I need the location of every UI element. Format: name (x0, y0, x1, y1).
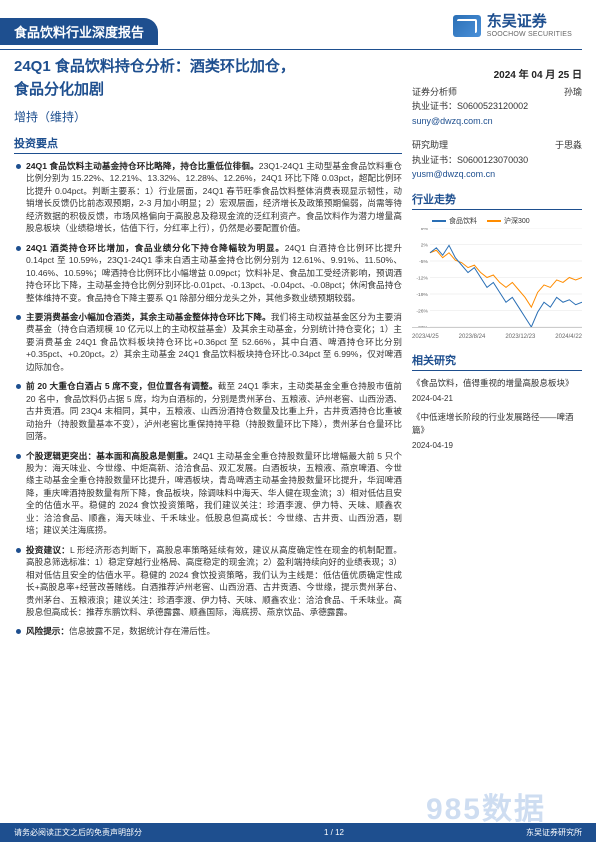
chart-x-label: 2024/4/22 (555, 334, 582, 340)
related-date: 2024-04-21 (412, 394, 582, 403)
header-divider (0, 49, 582, 50)
report-title-line2: 食品分化加剧 (14, 79, 402, 100)
point-lead: 前 20 大重仓白酒占 5 席不变，但位置各有调整。 (26, 381, 218, 391)
analyst-cert-label: 执业证书： (412, 101, 457, 111)
assistant-name: 于思淼 (555, 138, 582, 152)
report-date: 2024 年 04 月 25 日 (412, 66, 582, 81)
brand-name-cn: 东吴证券 (487, 14, 572, 31)
brand-logo: 东吴证券 SOOCHOW SECURITIES (453, 14, 572, 38)
svg-text:-5%: -5% (419, 259, 428, 265)
investment-point: 24Q1 酒类持仓环比增加，食品业绩分化下持仓降幅较为明显。24Q1 白酒持仓比… (14, 242, 402, 304)
chart-x-label: 2023/12/23 (505, 334, 535, 340)
investment-point: 个股逻辑更突出：基本面和高股息是侧重。24Q1 主动基金全重仓持股数量环比增幅最… (14, 450, 402, 537)
legend-label-b: 沪深300 (504, 216, 530, 226)
legend-label-a: 食品饮料 (449, 216, 477, 226)
investment-point: 前 20 大重仓白酒占 5 席不变，但位置各有调整。截至 24Q1 季末，主动类… (14, 380, 402, 442)
report-title-line1: 24Q1 食品饮料持仓分析：酒类环比加仓， (14, 56, 402, 77)
brand-name-en: SOOCHOW SECURITIES (487, 31, 572, 39)
analyst-block: 证券分析师 孙瑜 执业证书：S0600523120002 suny@dwzq.c… (412, 85, 582, 128)
trend-heading: 行业走势 (412, 191, 582, 210)
risk-item: 风险提示：信息披露不足，数据统计存在滞后性。 (14, 625, 402, 637)
svg-text:-33%: -33% (416, 325, 428, 327)
svg-text:2%: 2% (421, 243, 429, 249)
investment-point: 投资建议：L 形经济形态判断下，高股息率策略延续有效，建议从高度确定性在现金的机… (14, 544, 402, 619)
investment-points-list: 24Q1 食品饮料主动基金持仓环比略降，持仓比重低位徘徊。23Q1-24Q1 主… (14, 160, 402, 618)
chart-x-label: 2023/4/25 (412, 334, 439, 340)
investment-point: 主要消费基金小幅加仓酒类，其余主动基金整体持仓环比下降。我们将主动权益基金区分为… (14, 311, 402, 373)
svg-text:-26%: -26% (416, 309, 428, 315)
point-body: L 形经济形态判断下，高股息率策略延续有效，建议从高度确定性在现金的机制配置。高… (26, 545, 402, 617)
footer-org: 东吴证券研究所 (526, 827, 582, 838)
brand-mark (453, 15, 481, 37)
assistant-email: yusm@dwzq.com.cn (412, 167, 582, 181)
main-column: 24Q1 食品饮料持仓分析：酒类环比加仓， 食品分化加剧 增持（维持） 投资要点… (14, 56, 402, 645)
point-lead: 主要消费基金小幅加仓酒类，其余主动基金整体持仓环比下降。 (26, 312, 271, 322)
related-item: 《中低速增长阶段的行业发展路径——啤酒篇》 (412, 411, 582, 437)
report-category-bar: 食品饮料行业深度报告 (0, 18, 158, 45)
trend-chart: 9% 2% -5% -12% -19% -26% -33% (412, 228, 582, 328)
page-number: 1 / 12 (324, 828, 344, 837)
risk-list: 风险提示：信息披露不足，数据统计存在滞后性。 (14, 625, 402, 637)
analyst-email: suny@dwzq.com.cn (412, 114, 582, 128)
related-date: 2024-04-19 (412, 441, 582, 450)
analyst-name: 孙瑜 (564, 85, 582, 99)
point-lead: 24Q1 食品饮料主动基金持仓环比略降，持仓比重低位徘徊。 (26, 161, 259, 171)
assistant-block: 研究助理 于思淼 执业证书：S0600123070030 yusm@dwzq.c… (412, 138, 582, 181)
point-lead: 24Q1 酒类持仓环比增加，食品业绩分化下持仓降幅较为明显。 (26, 243, 285, 253)
svg-text:-12%: -12% (416, 276, 428, 282)
section-investment-points: 投资要点 (14, 135, 402, 154)
assistant-cert-label: 执业证书： (412, 155, 457, 165)
side-column: 2024 年 04 月 25 日 证券分析师 孙瑜 执业证书：S06005231… (412, 56, 582, 645)
footer-disclaimer: 请务必阅读正文之后的免责声明部分 (14, 827, 142, 838)
related-item: 《食品饮料，值得重视的增量高股息板块》 (412, 377, 582, 390)
assistant-heading: 研究助理 (412, 138, 448, 152)
svg-text:9%: 9% (421, 228, 429, 232)
related-heading: 相关研究 (412, 352, 582, 371)
watermark: 985数据 (426, 784, 546, 828)
legend-swatch-b (487, 220, 501, 222)
point-body: 23Q1-24Q1 主动型基金食品饮料重仓比例分别为 15.22%、12.21%… (26, 161, 402, 233)
svg-text:-19%: -19% (416, 292, 428, 298)
chart-legend: 食品饮料 沪深300 (412, 216, 582, 226)
analyst-cert: S0600523120002 (457, 101, 528, 111)
point-body: 24Q1 主动基金全重仓持股数量环比增幅最大前 5 只个股为：海天味业、今世缘、… (26, 451, 402, 536)
rating: 增持（维持） (14, 108, 402, 125)
risk-lead: 风险提示： (26, 626, 69, 636)
point-lead: 投资建议： (26, 545, 70, 555)
footer-bar: 请务必阅读正文之后的免责声明部分 1 / 12 东吴证券研究所 (0, 823, 596, 842)
analyst-heading: 证券分析师 (412, 85, 457, 99)
assistant-cert: S0600123070030 (457, 155, 528, 165)
chart-x-label: 2023/8/24 (459, 334, 486, 340)
risk-body: 信息披露不足，数据统计存在滞后性。 (69, 626, 215, 636)
chart-x-labels: 2023/4/25 2023/8/24 2023/12/23 2024/4/22 (412, 334, 582, 340)
point-lead: 个股逻辑更突出：基本面和高股息是侧重。 (26, 451, 193, 461)
legend-swatch-a (432, 220, 446, 222)
related-research-list: 《食品饮料，值得重视的增量高股息板块》 2024-04-21 《中低速增长阶段的行业… (412, 377, 582, 449)
investment-point: 24Q1 食品饮料主动基金持仓环比略降，持仓比重低位徘徊。23Q1-24Q1 主… (14, 160, 402, 235)
